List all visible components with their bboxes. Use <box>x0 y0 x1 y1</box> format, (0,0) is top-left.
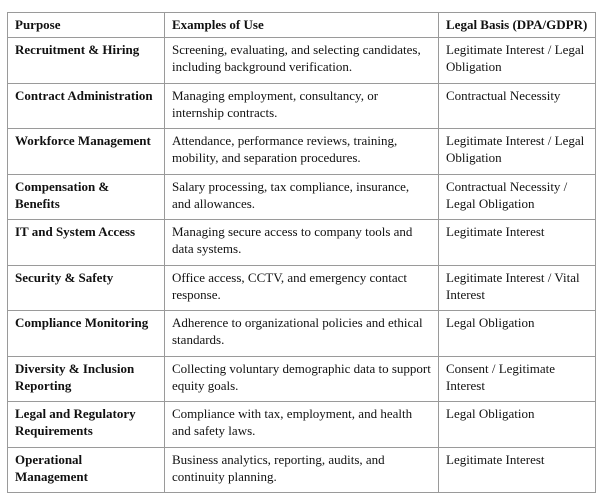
table-row: Workforce Management Attendance, performa… <box>7 128 596 175</box>
legal-basis-cell: Legitimate Interest <box>438 219 596 266</box>
purpose-cell: Compliance Monitoring <box>7 310 165 357</box>
examples-cell: Compliance with tax, employment, and hea… <box>164 401 439 448</box>
data-processing-purposes-table: Purpose Examples of Use Legal Basis (DPA… <box>7 12 596 493</box>
examples-cell: Attendance, performance reviews, trainin… <box>164 128 439 175</box>
table-row: Compliance Monitoring Adherence to organi… <box>7 310 596 357</box>
purpose-cell: Security & Safety <box>7 264 165 311</box>
examples-cell: Screening, evaluating, and selecting can… <box>164 37 439 84</box>
examples-cell: Collecting voluntary demographic data to… <box>164 355 439 402</box>
examples-cell: Adherence to organizational policies and… <box>164 310 439 357</box>
legal-basis-cell: Consent / Legitimate Interest <box>438 355 596 402</box>
table-row: Security & Safety Office access, CCTV, an… <box>7 264 596 311</box>
header-examples: Examples of Use <box>164 12 439 38</box>
table-row: Operational Management Business analytics… <box>7 446 596 493</box>
table-row: Compensation & Benefits Salary processing… <box>7 173 596 220</box>
legal-basis-cell: Legitimate Interest / Legal Obligation <box>438 128 596 175</box>
purpose-cell: Diversity & Inclusion Reporting <box>7 355 165 402</box>
table-row: Contract Administration Managing employme… <box>7 82 596 129</box>
table-row: Recruitment & Hiring Screening, evaluatin… <box>7 37 596 84</box>
legal-basis-cell: Legitimate Interest / Legal Obligation <box>438 37 596 84</box>
purpose-cell: Operational Management <box>7 446 165 493</box>
header-purpose: Purpose <box>7 12 165 38</box>
examples-cell: Managing secure access to company tools … <box>164 219 439 266</box>
purpose-cell: Recruitment & Hiring <box>7 37 165 84</box>
legal-basis-cell: Legitimate Interest <box>438 446 596 493</box>
legal-basis-cell: Contractual Necessity <box>438 82 596 129</box>
purpose-cell: IT and System Access <box>7 219 165 266</box>
legal-basis-cell: Legal Obligation <box>438 310 596 357</box>
table-row: Legal and Regulatory Requirements Complia… <box>7 401 596 448</box>
examples-cell: Salary processing, tax compliance, insur… <box>164 173 439 220</box>
legal-basis-cell: Contractual Necessity / Legal Obligation <box>438 173 596 220</box>
table-row: Diversity & Inclusion Reporting Collectin… <box>7 355 596 402</box>
examples-cell: Business analytics, reporting, audits, a… <box>164 446 439 493</box>
purpose-cell: Workforce Management <box>7 128 165 175</box>
purpose-cell: Compensation & Benefits <box>7 173 165 220</box>
header-legal-basis: Legal Basis (DPA/GDPR) <box>438 12 596 38</box>
purpose-cell: Legal and Regulatory Requirements <box>7 401 165 448</box>
examples-cell: Managing employment, consultancy, or int… <box>164 82 439 129</box>
header-row: Purpose Examples of Use Legal Basis (DPA… <box>7 12 596 38</box>
legal-basis-cell: Legitimate Interest / Vital Interest <box>438 264 596 311</box>
table-row: IT and System Access Managing secure acce… <box>7 219 596 266</box>
purpose-cell: Contract Administration <box>7 82 165 129</box>
examples-cell: Office access, CCTV, and emergency conta… <box>164 264 439 311</box>
legal-basis-cell: Legal Obligation <box>438 401 596 448</box>
